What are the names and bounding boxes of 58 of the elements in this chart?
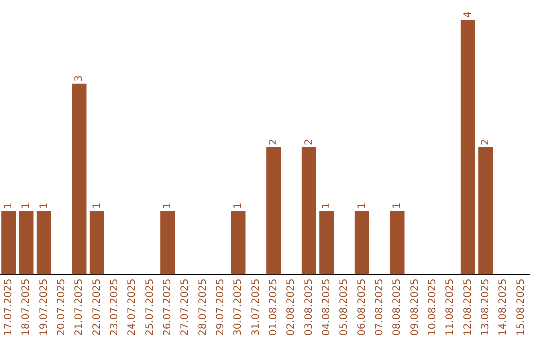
x-tick-label: 24.07.2025	[127, 278, 138, 336]
x-tick-label: 22.07.2025	[92, 278, 103, 336]
data-label: 2	[480, 139, 492, 146]
bar	[320, 211, 334, 275]
data-label: 1	[233, 202, 244, 210]
data-label: 1	[3, 202, 14, 210]
data-label: 1	[392, 202, 404, 210]
x-tick-label: 19.07.2025	[38, 278, 50, 336]
bar	[160, 211, 176, 275]
data-label: 1	[356, 202, 368, 210]
x-tick-label: 05.08.2025	[339, 278, 350, 336]
x-tick-label: 10.08.2025	[427, 278, 438, 336]
x-tick-label: 30.07.2025	[233, 278, 244, 336]
data-label: 1	[92, 202, 103, 210]
bar	[460, 20, 476, 275]
x-tick-label: 23.07.2025	[109, 278, 120, 336]
data-label: 3	[74, 75, 86, 82]
bar	[36, 211, 52, 275]
x-tick-label: 08.08.2025	[392, 278, 404, 336]
bar	[266, 147, 282, 275]
x-tick-label: 15.08.2025	[516, 278, 527, 336]
x-tick-label: 12.08.2025	[462, 278, 474, 336]
data-label: 1	[21, 202, 32, 210]
x-tick-label: 20.07.2025	[56, 278, 68, 336]
data-label: 1	[162, 202, 174, 210]
bar	[19, 211, 34, 275]
x-tick-label: 31.07.2025	[250, 278, 262, 336]
bar	[302, 147, 316, 275]
bar	[390, 211, 405, 275]
x-tick-label: 01.08.2025	[268, 278, 280, 336]
data-label: 2	[304, 139, 315, 146]
data-label: 1	[321, 202, 332, 210]
x-tick-label: 11.08.2025	[445, 278, 456, 336]
bar	[231, 211, 246, 275]
x-tick-label: 21.07.2025	[74, 278, 86, 336]
x-tick-label: 06.08.2025	[356, 278, 368, 336]
x-tick-label: 27.07.2025	[180, 278, 192, 336]
x-tick-label: 04.08.2025	[321, 278, 332, 336]
x-tick-label: 09.08.2025	[410, 278, 421, 336]
x-tick-label: 28.07.2025	[198, 278, 209, 336]
x-tick-label: 17.07.2025	[3, 278, 14, 336]
data-label: 1	[38, 202, 50, 210]
x-tick-label: 29.07.2025	[215, 278, 226, 336]
x-tick-label: 18.07.2025	[21, 278, 32, 336]
bar	[354, 211, 370, 275]
x-tick-label: 07.08.2025	[374, 278, 386, 336]
data-label: 4	[462, 12, 474, 18]
x-tick-label: 03.08.2025	[304, 278, 315, 336]
bar	[72, 84, 87, 275]
bar	[2, 211, 16, 275]
x-tick-label: 13.08.2025	[480, 278, 492, 336]
x-tick-label: 26.07.2025	[162, 278, 174, 336]
x-tick-label: 25.07.2025	[144, 278, 156, 336]
x-tick-label: 14.08.2025	[498, 278, 510, 336]
x-tick-label: 02.08.2025	[286, 278, 298, 336]
bar	[478, 147, 494, 275]
bar	[90, 211, 104, 275]
data-label: 2	[268, 139, 280, 146]
